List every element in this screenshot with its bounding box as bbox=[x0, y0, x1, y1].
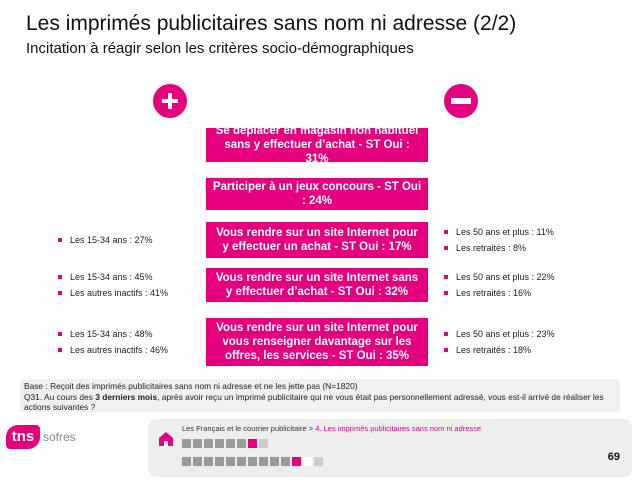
base-note: Base : Reçoit des imprimés publicitaires… bbox=[20, 379, 620, 412]
left-bullets: Les 15-34 ans : 27% bbox=[58, 222, 153, 258]
breadcrumb-text[interactable]: Les Français et le courrier publicitaire… bbox=[182, 424, 316, 433]
right-bullets: Les 50 ans et plus : 11% Les retraités : … bbox=[444, 222, 554, 258]
bullet: Les autres inactifs : 46% bbox=[58, 345, 168, 355]
nav-squares-1[interactable] bbox=[182, 435, 270, 453]
action-box: Se déplacer en magasin non habituel sans… bbox=[206, 125, 428, 165]
action-box: Participer à un jeux concours - ST Oui :… bbox=[206, 178, 428, 210]
bullet: Les retraités : 18% bbox=[444, 345, 555, 355]
bullet: Les 15-34 ans : 27% bbox=[58, 235, 153, 245]
left-bullets: Les 15-34 ans : 45% Les autres inactifs :… bbox=[58, 268, 168, 302]
base-line: Base : Reçoit des imprimés publicitaires… bbox=[24, 381, 358, 391]
bullet: Les 50 ans et plus : 23% bbox=[444, 329, 555, 339]
bullet: Les 15-34 ans : 45% bbox=[58, 272, 168, 282]
breadcrumb: Les Français et le courrier publicitaire… bbox=[182, 424, 481, 433]
action-box: Vous rendre sur un site Internet pour vo… bbox=[206, 318, 428, 366]
footer-panel: Les Français et le courrier publicitaire… bbox=[148, 419, 632, 477]
breadcrumb-section[interactable]: 4. Les imprimés publicitaires sans nom n… bbox=[315, 424, 482, 433]
title: Les imprimés publicitaires sans nom ni a… bbox=[26, 12, 517, 35]
bullet: Les 50 ans et plus : 11% bbox=[444, 227, 554, 237]
subtitle: Incitation à réagir selon les critères s… bbox=[26, 40, 414, 57]
bullet: Les autres inactifs : 41% bbox=[58, 288, 168, 298]
bullet: Les retraités : 16% bbox=[444, 288, 555, 298]
bullet: Les retraités : 8% bbox=[444, 243, 554, 253]
left-bullets: Les 15-34 ans : 48% Les autres inactifs :… bbox=[58, 318, 168, 366]
nav-squares-2[interactable] bbox=[182, 453, 325, 471]
logo: tns bbox=[6, 425, 40, 449]
logo-sub: sofres bbox=[43, 430, 76, 444]
bullet: Les 50 ans et plus : 22% bbox=[444, 272, 555, 282]
question: Q31. Au cours des 3 derniers mois, après… bbox=[24, 392, 616, 413]
question-text: Q31. Au cours des bbox=[24, 391, 96, 402]
bullet: Les 15-34 ans : 48% bbox=[58, 329, 168, 339]
action-box: Vous rendre sur un site Internet sans y … bbox=[206, 268, 428, 302]
action-box: Vous rendre sur un site Internet pour y … bbox=[206, 222, 428, 258]
question-text: , après avoir reçu un imprimé publicitai… bbox=[24, 391, 604, 413]
question-bold: 3 derniers mois bbox=[95, 391, 158, 402]
right-bullets: Les 50 ans et plus : 22% Les retraités : … bbox=[444, 268, 555, 302]
page-number: 69 bbox=[607, 451, 620, 463]
home-icon[interactable] bbox=[158, 431, 174, 447]
right-bullets: Les 50 ans et plus : 23% Les retraités : … bbox=[444, 318, 555, 366]
